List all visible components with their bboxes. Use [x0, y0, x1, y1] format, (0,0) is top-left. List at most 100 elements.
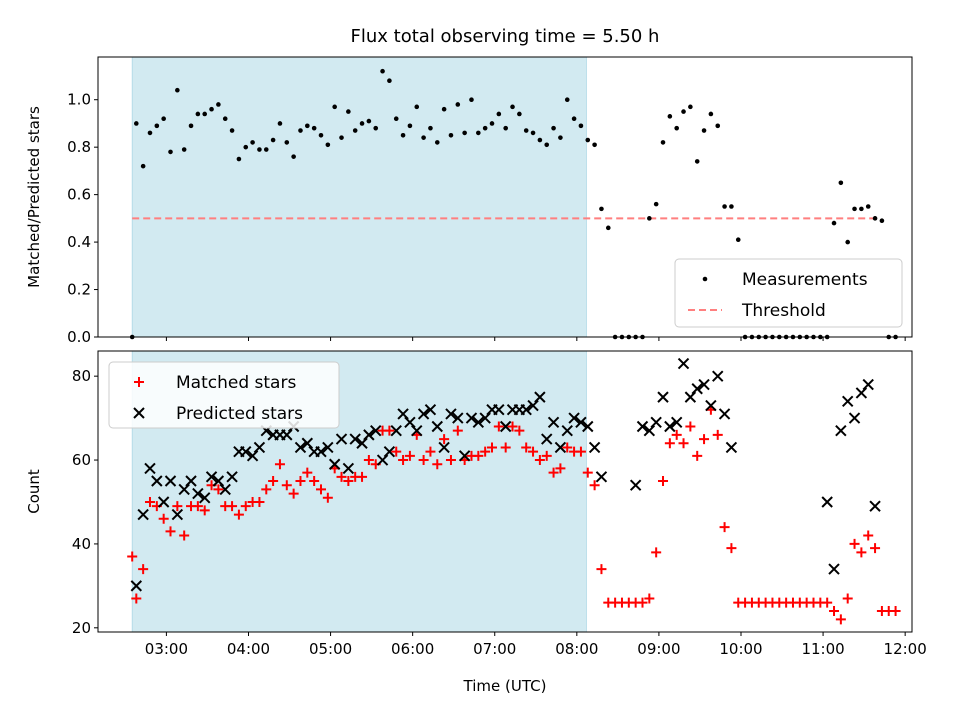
data-point — [188, 123, 194, 129]
legend-marker — [134, 377, 144, 387]
data-point — [209, 106, 214, 112]
data-point — [726, 543, 737, 554]
data-point — [472, 416, 485, 429]
data-point — [688, 104, 693, 110]
data-point — [236, 156, 242, 162]
data-point — [277, 121, 283, 126]
y-axis-label: Matched/Predicted stars — [25, 106, 43, 288]
axes-frame — [97, 350, 913, 633]
data-point — [493, 421, 504, 432]
data-point — [578, 123, 584, 129]
data-point — [735, 237, 741, 243]
data-point — [295, 476, 306, 487]
data-point — [253, 441, 266, 454]
data-point — [147, 130, 153, 136]
data-point — [499, 420, 512, 433]
data-point — [863, 530, 874, 541]
legend: Measurements Threshold — [674, 258, 903, 328]
data-point — [653, 201, 659, 207]
data-point — [835, 424, 847, 437]
data-point — [172, 501, 183, 512]
data-point — [263, 147, 269, 152]
data-point — [432, 459, 443, 470]
data-point — [227, 501, 238, 512]
data-point — [431, 420, 443, 433]
data-point — [694, 159, 700, 164]
data-point — [212, 475, 225, 487]
data-point — [315, 445, 327, 458]
data-point — [398, 455, 409, 466]
data-point — [373, 125, 379, 131]
data-point — [229, 128, 235, 133]
data-point — [865, 204, 871, 209]
y-tick-label: 0.4 — [67, 233, 91, 251]
data-point — [359, 121, 365, 126]
data-point — [199, 492, 211, 504]
data-point — [869, 500, 881, 512]
data-point — [582, 420, 594, 433]
data-point — [534, 455, 545, 466]
observing-window-shade — [131, 56, 587, 338]
data-point — [452, 425, 463, 436]
data-point — [480, 446, 491, 457]
data-point — [554, 441, 567, 454]
data-point — [729, 204, 734, 209]
data-point — [417, 408, 430, 420]
data-point — [667, 114, 673, 119]
legend-marker — [133, 407, 145, 419]
data-point — [541, 433, 553, 445]
data-point — [482, 125, 488, 131]
data-point — [342, 462, 355, 475]
data-point — [712, 429, 723, 440]
data-point — [657, 391, 669, 403]
data-point — [705, 399, 717, 412]
axes-frame — [97, 56, 913, 338]
legend-box — [108, 361, 340, 429]
data-point — [548, 467, 559, 478]
data-point — [185, 475, 197, 487]
data-point — [298, 128, 303, 133]
data-point — [684, 391, 697, 403]
data-point — [226, 471, 238, 483]
legend: Matched stars Predicted stars — [108, 361, 340, 429]
x-tick-label: 09:00 — [637, 640, 680, 658]
x-tick-label: 03:00 — [145, 640, 188, 658]
data-point — [715, 123, 721, 129]
data-point — [393, 116, 399, 121]
data-point — [425, 446, 436, 457]
data-point — [848, 412, 861, 424]
data-point — [397, 408, 409, 420]
y-tick-label: 60 — [72, 451, 91, 469]
data-point — [205, 471, 218, 483]
data-point — [268, 476, 279, 487]
data-point — [445, 455, 456, 466]
data-point — [168, 149, 173, 155]
data-point — [134, 121, 139, 126]
data-point — [175, 87, 180, 93]
data-point — [301, 437, 314, 449]
x-tick-label: 07:00 — [473, 640, 516, 658]
data-point — [144, 496, 155, 507]
data-point — [831, 220, 837, 226]
data-point — [589, 480, 600, 491]
data-point — [254, 496, 265, 507]
data-point — [178, 483, 190, 496]
data-point — [390, 424, 402, 437]
data-point — [281, 480, 292, 491]
data-point — [544, 142, 550, 148]
x-axis-label: Time (UTC) — [463, 677, 547, 695]
data-point — [219, 483, 231, 496]
data-point — [660, 140, 666, 145]
data-point — [514, 425, 525, 436]
data-point — [537, 137, 543, 143]
data-point — [445, 408, 457, 420]
data-point — [571, 116, 577, 121]
data-point — [678, 438, 689, 449]
data-point — [281, 429, 293, 441]
y-axis-label: Count — [25, 469, 43, 514]
data-point — [179, 530, 190, 541]
data-point — [240, 445, 252, 458]
x-tick-label: 10:00 — [719, 640, 762, 658]
data-point — [712, 370, 724, 382]
data-point — [845, 239, 851, 245]
